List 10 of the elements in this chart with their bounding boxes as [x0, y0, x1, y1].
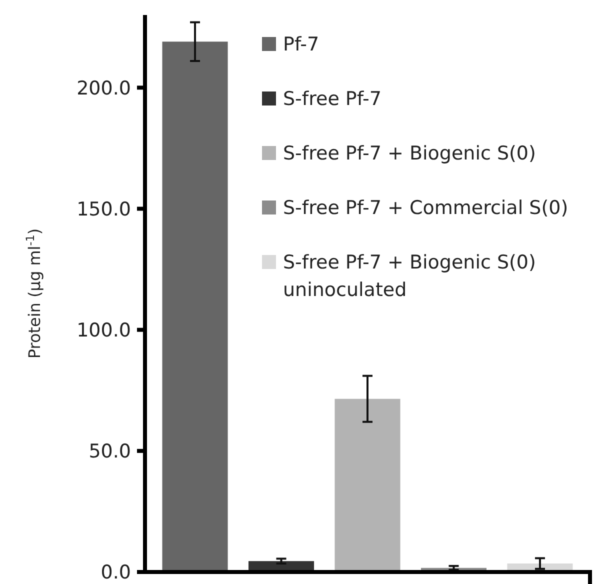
legend-label: S-free Pf-7 + Commercial S(0) — [283, 197, 568, 220]
y-tick-label: 200.0 — [76, 77, 131, 100]
legend-label: S-free Pf-7 + Biogenic S(0) uninoculated — [283, 252, 536, 302]
y-tick-label: 150.0 — [76, 198, 131, 220]
legend-label: S-free Pf-7 — [283, 88, 382, 110]
y-tick-label: 0.0 — [100, 562, 131, 584]
legend-label: S-free Pf-7 + Biogenic S(0) — [283, 142, 536, 165]
y-tick-label: 100.0 — [76, 319, 131, 342]
legend-label: Pf-7 — [283, 34, 320, 56]
y-tick-label: 50.0 — [88, 440, 131, 463]
